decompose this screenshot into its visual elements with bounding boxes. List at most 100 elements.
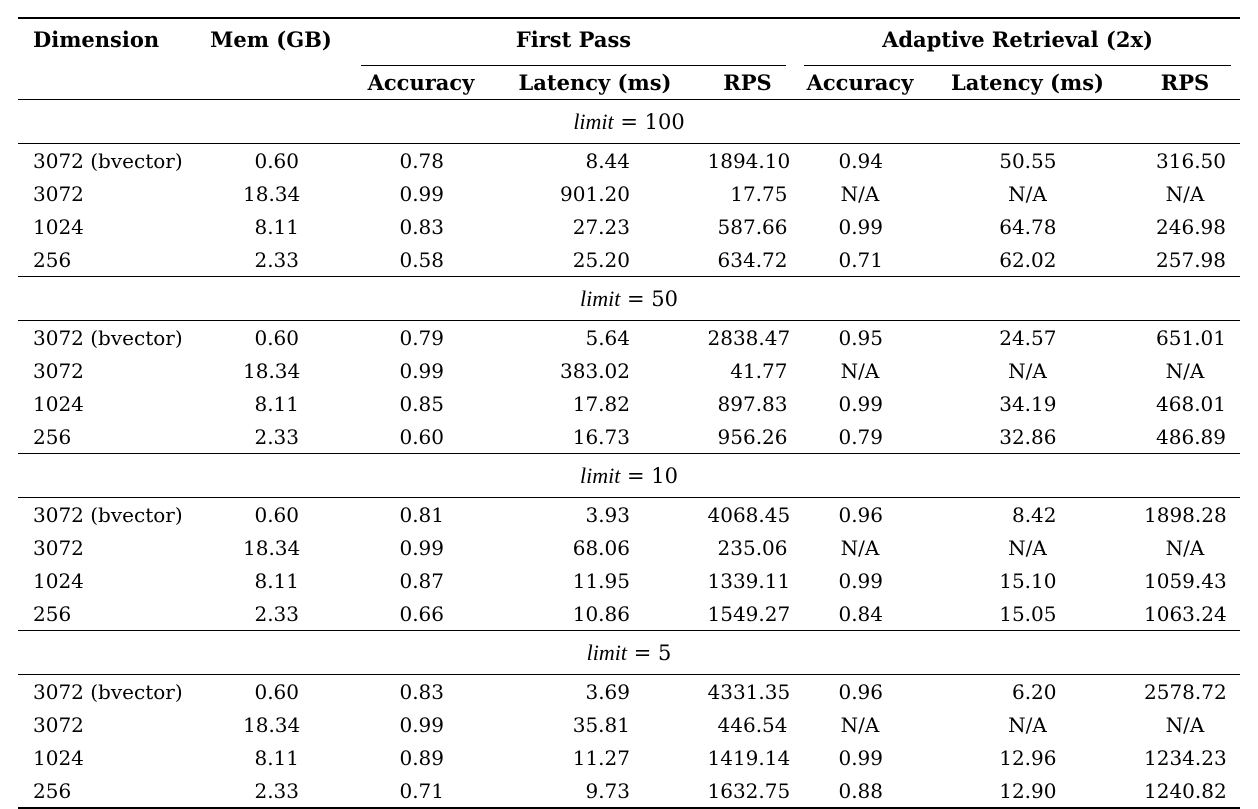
adaptive-latency-cell: 6.20 — [925, 675, 1130, 709]
cell-value: 257.98 — [1156, 247, 1226, 272]
adaptive-latency-cell: 62.02 — [925, 243, 1130, 277]
cell-value: 587.66 — [717, 214, 788, 239]
adaptive-latency-cell: 12.96 — [925, 741, 1130, 774]
first-pass-latency-cell: 9.73 — [490, 774, 700, 809]
first-pass-rps-cell: 2838.47 — [700, 321, 795, 355]
adaptive-accuracy-cell: 0.71 — [795, 243, 925, 277]
section-label-row: limit = 5 — [18, 630, 1240, 675]
cell-value: 2.33 — [254, 424, 299, 449]
first-pass-rps-cell: 446.54 — [700, 708, 795, 741]
first-pass-latency-cell: 27.23 — [490, 210, 700, 243]
adaptive-rps-cell: N/A — [1130, 708, 1240, 741]
section-label-row: limit = 100 — [18, 99, 1240, 144]
dimension-cell: 3072 (bvector) — [33, 325, 183, 350]
adaptive-latency-cell: 24.57 — [925, 321, 1130, 355]
first-pass-accuracy-cell: 0.99 — [352, 354, 490, 387]
first-pass-rps-cell: 1339.11 — [700, 564, 795, 597]
adaptive-rps-cell: 468.01 — [1130, 387, 1240, 420]
table-row: 3072 18.34 0.99 901.20 17.75 N/A N/A N/A — [18, 177, 1240, 210]
cell-value: N/A — [840, 181, 880, 206]
section-label-row: limit = 10 — [18, 453, 1240, 498]
cell-value: 2838.47 — [707, 325, 791, 350]
adaptive-latency-cell: 32.86 — [925, 420, 1130, 454]
cell-value: 0.79 — [838, 424, 883, 449]
section-limit-label: limit = 10 — [18, 453, 1240, 498]
cell-value: 18.34 — [243, 358, 301, 383]
cell-value: 0.99 — [399, 181, 444, 206]
cell-value: 0.85 — [399, 391, 444, 416]
cell-value: 0.60 — [254, 679, 299, 704]
cell-value: 17.82 — [572, 391, 630, 416]
cell-value: 2.33 — [254, 601, 299, 626]
cell-value: 0.83 — [399, 679, 444, 704]
cell-value: 8.11 — [254, 745, 299, 770]
cell-value: 0.60 — [254, 502, 299, 527]
benchmark-table: Dimension Mem (GB) First Pass Adaptive R… — [18, 17, 1240, 809]
mem-cell: 8.11 — [190, 741, 352, 774]
first-pass-accuracy-cell: 0.85 — [352, 387, 490, 420]
cell-value: 16.73 — [572, 424, 630, 449]
cell-value: 0.99 — [838, 391, 883, 416]
dimension-cell: 3072 (bvector) — [33, 679, 183, 704]
cell-value: 0.99 — [399, 358, 444, 383]
limit-variable: limit — [586, 639, 628, 665]
group-header-row: Dimension Mem (GB) First Pass Adaptive R… — [18, 18, 1240, 100]
mem-cell: 0.60 — [190, 675, 352, 709]
table-row: 1024 8.11 0.85 17.82 897.83 0.99 34.19 468.01 — [18, 387, 1240, 420]
cell-value: 8.11 — [254, 568, 299, 593]
section-limit-50: limit = 50 3072 (bvector) 0.60 0.79 5.64 2838… — [18, 276, 1240, 454]
table-row: 3072 (bvector) 0.60 0.81 3.93 4068.45 0.96 8.4… — [18, 498, 1240, 532]
cell-value: 8.11 — [254, 214, 299, 239]
cell-value: 6.20 — [1011, 679, 1057, 704]
adaptive-rps-cell: 246.98 — [1130, 210, 1240, 243]
cell-value: 235.06 — [717, 535, 788, 560]
adaptive-latency-cell: N/A — [925, 708, 1130, 741]
cell-value: 1894.10 — [707, 148, 791, 173]
cell-value: N/A — [840, 712, 880, 737]
cell-value: 0.99 — [399, 712, 444, 737]
adaptive-rps-cell: 1898.28 — [1130, 498, 1240, 532]
table-row: 1024 8.11 0.83 27.23 587.66 0.99 64.78 246.98 — [18, 210, 1240, 243]
dimension-cell: 3072 — [33, 712, 84, 737]
adaptive-latency-cell: N/A — [925, 354, 1130, 387]
table-row: 3072 18.34 0.99 68.06 235.06 N/A N/A N/A — [18, 531, 1240, 564]
group-header-adaptive-retrieval-label: Adaptive Retrieval (2x) — [882, 27, 1153, 52]
dimension-cell: 3072 (bvector) — [33, 148, 183, 173]
cell-value: 64.78 — [999, 214, 1057, 239]
cell-value: 35.81 — [572, 712, 630, 737]
cell-value: N/A — [1165, 535, 1205, 560]
cell-value: 3.93 — [585, 502, 630, 527]
mem-cell: 18.34 — [190, 708, 352, 741]
cell-value: 0.78 — [399, 148, 444, 173]
cell-value: 2.33 — [254, 778, 299, 803]
section-limit-10: limit = 10 3072 (bvector) 0.60 0.81 3.93 4068… — [18, 453, 1240, 631]
first-pass-latency-cell: 3.93 — [490, 498, 700, 532]
adaptive-rps-cell: 2578.72 — [1130, 675, 1240, 709]
dimension-cell: 1024 — [33, 214, 84, 239]
cell-value: 0.87 — [399, 568, 444, 593]
adaptive-accuracy-cell: 0.95 — [795, 321, 925, 355]
cell-value: 1234.23 — [1144, 745, 1227, 770]
cell-value: 383.02 — [560, 358, 630, 383]
dimension-cell: 256 — [18, 597, 190, 631]
cell-value: 246.98 — [1156, 214, 1226, 239]
cell-value: 0.60 — [254, 325, 299, 350]
first-pass-rps-cell: 4331.35 — [700, 675, 795, 709]
adaptive-rps-cell: N/A — [1130, 531, 1240, 564]
adaptive-rps-cell: 257.98 — [1130, 243, 1240, 277]
adaptive-accuracy-cell: N/A — [795, 354, 925, 387]
cell-value: 0.99 — [838, 568, 883, 593]
cell-value: 446.54 — [717, 712, 788, 737]
col-header-adaptive-latency: Latency (ms) — [925, 66, 1130, 100]
first-pass-accuracy-cell: 0.81 — [352, 498, 490, 532]
mem-cell: 8.11 — [190, 387, 352, 420]
adaptive-accuracy-cell: 0.88 — [795, 774, 925, 809]
first-pass-latency-cell: 10.86 — [490, 597, 700, 631]
cell-value: 15.05 — [999, 601, 1057, 626]
first-pass-rps-cell: 1419.14 — [700, 741, 795, 774]
first-pass-rps-cell: 4068.45 — [700, 498, 795, 532]
adaptive-accuracy-cell: 0.96 — [795, 498, 925, 532]
cell-value: 0.66 — [399, 601, 444, 626]
cell-value: N/A — [1008, 358, 1047, 383]
table-row: 3072 18.34 0.99 383.02 41.77 N/A N/A N/A — [18, 354, 1240, 387]
